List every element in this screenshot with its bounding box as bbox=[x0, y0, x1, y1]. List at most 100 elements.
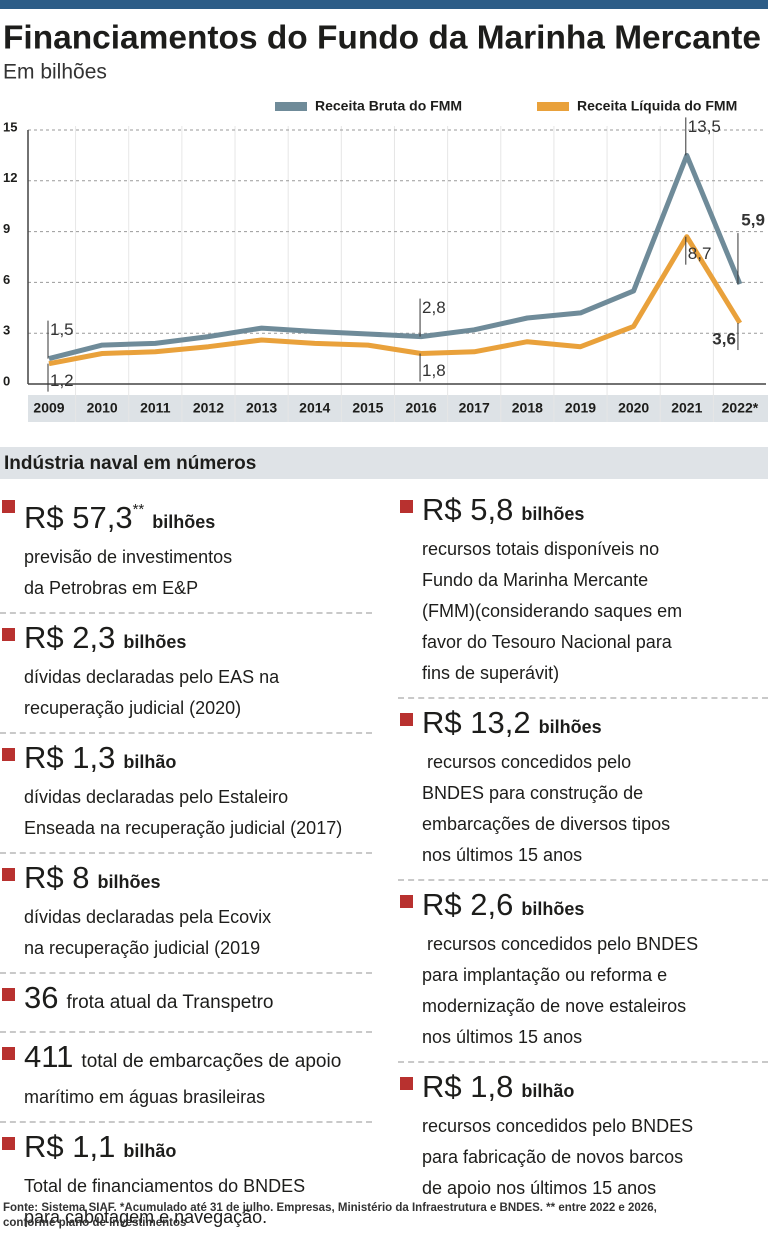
fact-item: R$ 5,8 bilhões recursos totais disponíveis… bbox=[398, 486, 768, 699]
fact-head: R$ 5,8 bilhões bbox=[422, 490, 768, 534]
fact-head: R$ 1,3 bilhão bbox=[24, 738, 372, 782]
x-tick-label: 2022* bbox=[722, 400, 759, 416]
chart-subtitle: Em bilhões bbox=[3, 61, 107, 84]
section-title: Indústria naval em números bbox=[4, 453, 256, 474]
fact-unit: bilhões bbox=[97, 872, 161, 892]
fact-line: Fundo da Marinha Mercante bbox=[422, 570, 649, 590]
fact-unit: bilhões bbox=[521, 504, 585, 524]
fact-value: R$ 13,2 bbox=[422, 705, 531, 740]
x-tick-label: 2009 bbox=[33, 400, 64, 416]
bullet bbox=[2, 628, 15, 641]
fact-item: 36 frota atual da Transpetro bbox=[0, 974, 372, 1033]
fact-line: dívidas declaradas pela Ecovix bbox=[24, 907, 272, 927]
fact-head: R$ 1,8 bilhão bbox=[422, 1067, 768, 1111]
fact-line: (FMM)(considerando saques em bbox=[422, 601, 683, 621]
fact-item: 411 total de embarcações de apoio marítimo… bbox=[0, 1033, 372, 1123]
bullet bbox=[2, 748, 15, 761]
legend-label: Receita Bruta do FMM bbox=[315, 98, 462, 114]
fact-line: recursos concedidos pelo bbox=[422, 752, 632, 772]
fact-value: R$ 1,3 bbox=[24, 740, 116, 775]
fact-value: 36 bbox=[24, 980, 59, 1015]
fact-line: recursos totais disponíveis no bbox=[422, 539, 660, 559]
fact-value: R$ 8 bbox=[24, 860, 90, 895]
x-tick-label: 2020 bbox=[618, 400, 649, 416]
value-label: 1,5 bbox=[50, 320, 74, 339]
x-tick-label: 2015 bbox=[352, 400, 383, 416]
line-series bbox=[48, 234, 743, 367]
fact-line: marítimo em águas brasileiras bbox=[24, 1087, 266, 1107]
fact-head: R$ 8 bilhões bbox=[24, 858, 372, 902]
fact-line: embarcações de diversos tipos bbox=[422, 814, 671, 834]
y-tick-label: 3 bbox=[3, 323, 10, 338]
bullet bbox=[2, 1047, 15, 1060]
fact-unit: bilhão bbox=[521, 1081, 575, 1101]
source-line: conforme plano de investimentos bbox=[3, 1217, 187, 1229]
fact-item: R$ 8 bilhões dívidas declaradas pela Ecovi… bbox=[0, 854, 372, 974]
value-label: 5,9 bbox=[741, 211, 765, 230]
fact-unit: bilhão bbox=[123, 1141, 177, 1161]
x-tick-label: 2011 bbox=[140, 400, 171, 416]
fact-line: para fabricação de novos barcos bbox=[422, 1147, 684, 1167]
y-tick-label: 15 bbox=[3, 119, 17, 134]
fact-line: Total de financiamentos do BNDES bbox=[24, 1176, 306, 1196]
y-tick-label: 12 bbox=[3, 170, 17, 185]
fact-line: BNDES para construção de bbox=[422, 783, 644, 803]
facts-right: R$ 5,8 bilhões recursos totais disponíveis… bbox=[398, 486, 768, 1241]
x-axis-band bbox=[28, 395, 768, 422]
value-label: 3,6 bbox=[712, 330, 736, 349]
fact-unit: total de embarcações de apoio bbox=[81, 1051, 342, 1072]
y-tick-label: 0 bbox=[3, 373, 10, 388]
fact-value: R$ 5,8 bbox=[422, 492, 514, 527]
fact-unit: bilhões bbox=[123, 632, 187, 652]
legend-swatch bbox=[275, 102, 307, 111]
chart-title: Financiamentos do Fundo da Marinha Merca… bbox=[3, 19, 761, 56]
x-tick-label: 2016 bbox=[405, 400, 436, 416]
value-label: 1,2 bbox=[50, 371, 74, 390]
fact-head: R$ 57,3** bilhões bbox=[24, 490, 372, 542]
fact-unit: bilhões bbox=[521, 899, 585, 919]
x-tick-label: 2018 bbox=[512, 400, 543, 416]
chart: Financiamentos do Fundo da Marinha Merca… bbox=[0, 0, 768, 479]
x-tick-label: 2019 bbox=[565, 400, 596, 416]
value-label: 8,7 bbox=[688, 244, 712, 263]
fact-unit: bilhões bbox=[152, 512, 216, 532]
fact-head: R$ 2,6 bilhões bbox=[422, 885, 768, 929]
fact-item: R$ 57,3** bilhões previsão de investimento… bbox=[0, 486, 372, 614]
fact-line: nos últimos 15 anos bbox=[422, 845, 583, 865]
bullet bbox=[2, 500, 15, 513]
fact-line: recuperação judicial (2020) bbox=[24, 698, 242, 718]
x-tick-label: 2013 bbox=[246, 400, 277, 416]
fact-value: R$ 2,3 bbox=[24, 620, 116, 655]
x-tick-label: 2012 bbox=[193, 400, 224, 416]
fact-head: R$ 13,2 bilhões bbox=[422, 703, 768, 747]
facts: R$ 57,3** bilhões previsão de investimento… bbox=[0, 486, 768, 1241]
legend-label: Receita Líquida do FMM bbox=[577, 98, 737, 114]
bullet bbox=[400, 500, 413, 513]
bullet bbox=[2, 988, 15, 1001]
fact-item: R$ 2,6 bilhões recursos concedidos pelo B… bbox=[398, 881, 768, 1063]
fact-value: R$ 57,3 bbox=[24, 500, 133, 535]
value-label: 1,8 bbox=[422, 361, 446, 380]
fact-head: R$ 2,3 bilhões bbox=[24, 618, 372, 662]
fact-line: recursos concedidos pelo BNDES bbox=[422, 1116, 694, 1136]
fact-line: dívidas declaradas pelo EAS na bbox=[24, 667, 280, 687]
section-band bbox=[0, 447, 768, 479]
fact-line: para implantação ou reforma e bbox=[422, 965, 668, 985]
fact-line: fins de superávit) bbox=[422, 663, 560, 683]
value-label: 13,5 bbox=[688, 117, 721, 136]
x-tick-label: 2021 bbox=[671, 400, 702, 416]
source: Fonte: Sistema SIAF. *Acumulado até 31 d… bbox=[3, 1201, 765, 1231]
y-tick-label: 9 bbox=[3, 221, 10, 236]
fact-line: nos últimos 15 anos bbox=[422, 1027, 583, 1047]
bullet bbox=[400, 713, 413, 726]
value-label: 2,8 bbox=[422, 298, 446, 317]
bullet bbox=[400, 895, 413, 908]
source-line: Fonte: Sistema SIAF. *Acumulado até 31 d… bbox=[3, 1202, 657, 1214]
fact-line: de apoio nos últimos 15 anos bbox=[422, 1178, 657, 1198]
fact-line: dívidas declaradas pelo Estaleiro bbox=[24, 787, 289, 807]
x-tick-label: 2017 bbox=[459, 400, 490, 416]
fact-item: R$ 1,1 bilhão Total de financiamentos do B… bbox=[0, 1123, 372, 1241]
fact-item: R$ 2,3 bilhões dívidas declaradas pelo EAS… bbox=[0, 614, 372, 734]
fact-note: ** bbox=[132, 501, 145, 518]
